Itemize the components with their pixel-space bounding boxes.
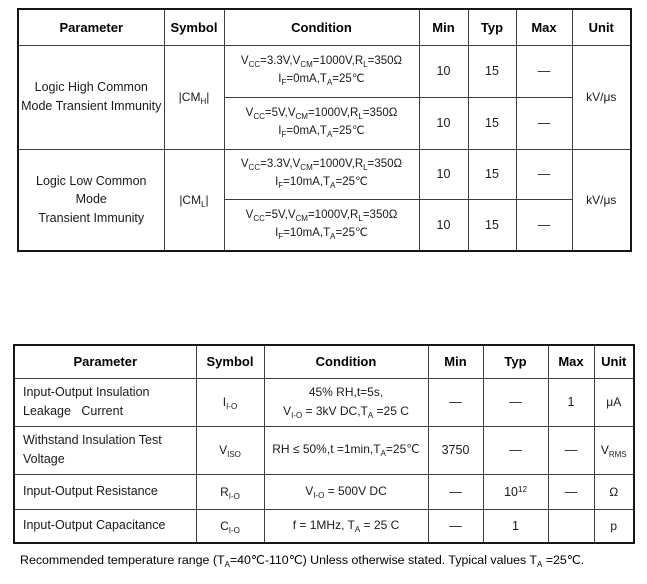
condition-cell: VCC=5V,VCM=1000V,RL=350Ω IF=0mA,TA=25℃ <box>223 96 420 150</box>
spec-row: Logic High Common Mode Transient Immunity… <box>17 44 632 150</box>
header-cell-unit: Unit <box>571 8 632 46</box>
max-cell: — <box>515 148 573 200</box>
condition-cell: VI-O = 500V DC <box>263 473 429 510</box>
condition-cell: VCC=5V,VCM=1000V,RL=350Ω IF=10mA,TA=25℃ <box>223 198 420 252</box>
unit-cell: kV/μs <box>571 148 632 252</box>
max-cell <box>547 508 595 544</box>
header-cell-symbol: Symbol <box>163 8 225 46</box>
unit-cell: Ω <box>593 473 635 510</box>
temperature-range-footnote: Recommended temperature range (TA=40℃-11… <box>20 553 585 569</box>
header-cell-unit: Unit <box>593 344 635 379</box>
symbol-cell: |CMH| <box>163 44 225 150</box>
header-cell-min: Min <box>427 344 484 379</box>
spec-row: Input-Output Capacitance CI-O f = 1MHz, … <box>13 508 635 544</box>
symbol-cell: II-O <box>195 377 265 427</box>
condition-cell: VCC=3.3V,VCM=1000V,RL=350Ω IF=10mA,TA=25℃ <box>223 148 420 200</box>
header-cell-max: Max <box>515 8 573 46</box>
min-cell: 10 <box>418 96 469 150</box>
unit-cell: kV/μs <box>571 44 632 150</box>
typ-cell: 1 <box>482 508 549 544</box>
table1-header-row: Parameter Symbol Condition Min Typ Max U… <box>17 8 632 46</box>
parameter-cell: Input-Output Insulation Leakage Current <box>13 377 197 427</box>
max-cell: — <box>515 44 573 98</box>
spec-row: VCC=5V,VCM=1000V,RL=350Ω IF=0mA,TA=25℃ 10… <box>18 96 631 150</box>
min-cell: 10 <box>418 198 469 252</box>
condition-cell: 45% RH,t=5s, VI-O = 3kV DC,TA =25 C <box>263 377 429 427</box>
condition-cell: RH ≤ 50%,t =1min,TA=25℃ <box>263 425 429 475</box>
header-cell-min: Min <box>418 8 469 46</box>
max-cell: — <box>515 96 573 150</box>
parameter-cell: Input-Output Resistance <box>13 473 197 510</box>
min-cell: 10 <box>418 44 469 98</box>
spec-row: Input-Output Insulation Leakage Current I… <box>13 377 635 427</box>
spec-row: Logic Low Common Mode Transient Immunity … <box>17 148 632 252</box>
header-cell-parameter: Parameter <box>17 8 165 46</box>
condition-cell: VCC=3.3V,VCM=1000V,RL=350Ω IF=0mA,TA=25℃ <box>223 44 420 98</box>
condition-cell: f = 1MHz, TA = 25 C <box>263 508 429 544</box>
unit-cell: VRMS <box>593 425 635 475</box>
spec-row: VCC=5V,VCM=1000V,RL=350Ω IF=10mA,TA=25℃ 1… <box>18 198 631 252</box>
header-cell-symbol: Symbol <box>195 344 265 379</box>
header-cell-typ: Typ <box>467 8 517 46</box>
symbol-cell: VISO <box>195 425 265 475</box>
typ-cell: 15 <box>467 96 517 150</box>
max-cell: — <box>547 473 595 510</box>
min-cell: — <box>427 508 484 544</box>
header-cell-max: Max <box>547 344 595 379</box>
typ-cell: 15 <box>467 198 517 252</box>
unit-cell: μA <box>593 377 635 427</box>
typ-cell: 15 <box>467 44 517 98</box>
insulation-table: Parameter Symbol Condition Min Typ Max U… <box>13 344 635 544</box>
spec-row: Input-Output Resistance RI-O VI-O = 500V… <box>13 473 635 510</box>
min-cell: 3750 <box>427 425 484 475</box>
table2-header-row: Parameter Symbol Condition Min Typ Max U… <box>13 344 635 379</box>
symbol-cell: CI-O <box>195 508 265 544</box>
symbol-cell: RI-O <box>195 473 265 510</box>
spec-row: Withstand Insulation Test Voltage VISO RH… <box>13 425 635 475</box>
header-cell-typ: Typ <box>482 344 549 379</box>
max-cell: 1 <box>547 377 595 427</box>
typ-cell: — <box>482 377 549 427</box>
header-cell-parameter: Parameter <box>13 344 197 379</box>
unit-cell: p <box>593 508 635 544</box>
max-cell: — <box>515 198 573 252</box>
parameter-cell: Input-Output Capacitance <box>13 508 197 544</box>
min-cell: 10 <box>418 148 469 200</box>
parameter-cell: Withstand Insulation Test Voltage <box>13 425 197 475</box>
min-cell: — <box>427 377 484 427</box>
typ-cell: 15 <box>467 148 517 200</box>
header-cell-condition: Condition <box>263 344 429 379</box>
max-cell: — <box>547 425 595 475</box>
min-cell: — <box>427 473 484 510</box>
parameter-cell: Logic Low Common Mode Transient Immunity <box>17 148 165 252</box>
symbol-cell: |CML| <box>163 148 225 252</box>
typ-cell: — <box>482 425 549 475</box>
transient-immunity-table: Parameter Symbol Condition Min Typ Max U… <box>17 8 632 252</box>
header-cell-condition: Condition <box>223 8 420 46</box>
typ-cell: 1012 <box>482 473 549 510</box>
parameter-cell: Logic High Common Mode Transient Immunity <box>17 44 165 150</box>
